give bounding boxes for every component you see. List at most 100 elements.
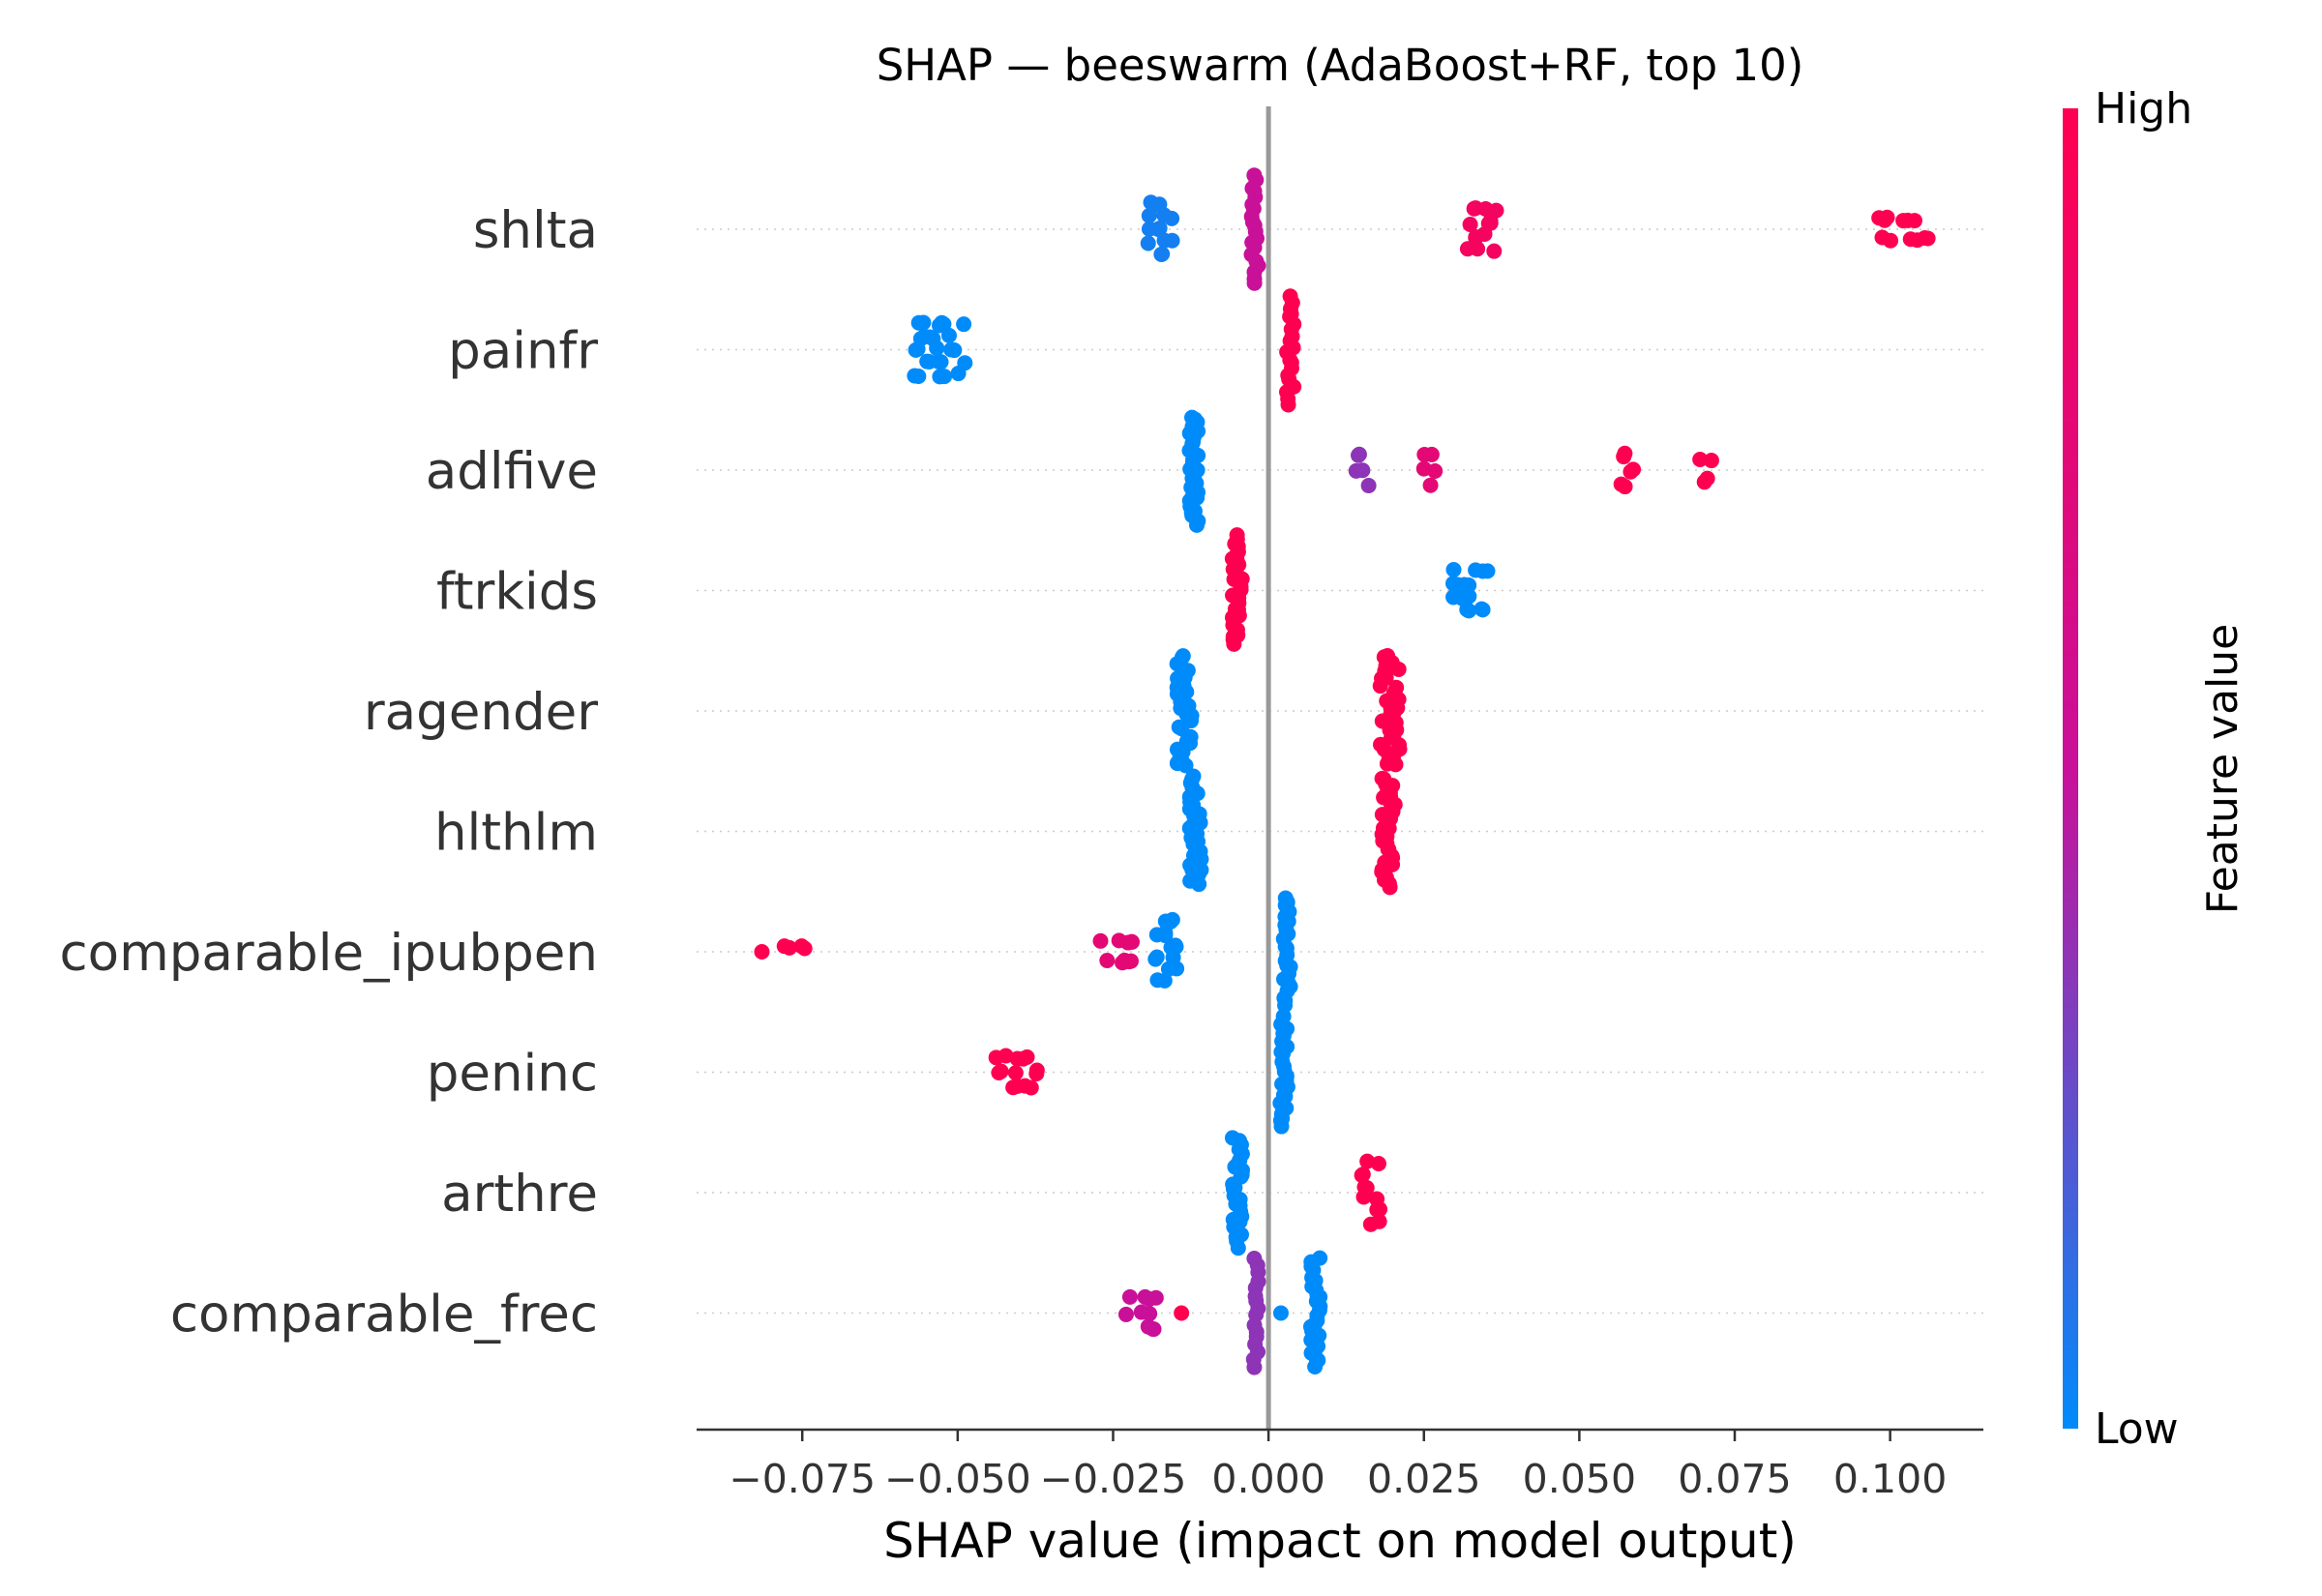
- x-tick-label: 0.075: [1678, 1456, 1791, 1502]
- shap-point: [1121, 1288, 1138, 1305]
- shap-point: [1449, 576, 1466, 593]
- shap-point: [988, 1049, 1004, 1066]
- shap-point: [1899, 212, 1916, 228]
- shap-point: [1879, 209, 1895, 225]
- shap-point: [1874, 229, 1890, 246]
- shap-point: [1307, 1358, 1324, 1374]
- shap-point: [1362, 1216, 1379, 1232]
- colorbar-title: Feature value: [2198, 624, 2248, 914]
- shap-point: [1111, 932, 1127, 949]
- colorbar-gradient: [2063, 108, 2078, 1429]
- feature-label-adlfive: adlfive: [426, 442, 598, 501]
- shap-point: [1017, 1078, 1033, 1094]
- x-tick-label: −0.025: [1040, 1456, 1187, 1502]
- shap-point: [1122, 953, 1139, 969]
- shap-point: [1246, 275, 1263, 291]
- shap-point: [1617, 445, 1633, 461]
- shap-point: [1188, 517, 1205, 533]
- shap-point: [1415, 460, 1432, 477]
- shap-point: [1149, 972, 1166, 989]
- shap-point: [1174, 1305, 1190, 1321]
- shap-point: [1143, 194, 1159, 211]
- shap-point: [1153, 246, 1170, 262]
- feature-label-comparable_ipubpen: comparable_ipubpen: [60, 924, 599, 983]
- shap-point: [956, 316, 972, 333]
- shap-point: [1028, 1066, 1045, 1082]
- shap-point: [1480, 216, 1497, 232]
- shap-point: [1142, 1291, 1158, 1308]
- dots-layer: [754, 167, 1936, 1375]
- shap-point: [1703, 453, 1719, 469]
- shap-point: [776, 938, 792, 955]
- shap-point: [1351, 446, 1367, 462]
- x-tick-label: −0.050: [884, 1456, 1031, 1502]
- x-tick-label: 0.050: [1523, 1456, 1636, 1502]
- shap-point: [943, 341, 960, 358]
- shap-point: [1613, 476, 1629, 492]
- shap-point: [1390, 661, 1407, 677]
- feature-rows: shlta painfr adlfive ftrkids ragender hlthlm c…: [60, 201, 1983, 1345]
- shap-point: [1171, 719, 1187, 735]
- shap-point: [1142, 1306, 1158, 1322]
- x-tick-label: 0.100: [1833, 1456, 1947, 1502]
- shap-point: [1359, 1153, 1376, 1169]
- shap-point: [910, 369, 927, 385]
- feature-label-painfr: painfr: [448, 322, 598, 381]
- colorbar: High Low Feature value: [2063, 84, 2248, 1454]
- shap-point: [1164, 232, 1180, 249]
- shap-point: [754, 944, 770, 960]
- shap-point: [1164, 911, 1180, 928]
- shap-point: [1466, 200, 1482, 217]
- shap-point: [1092, 932, 1109, 949]
- shap-point: [1358, 1179, 1375, 1196]
- shap-point: [1917, 229, 1933, 246]
- shap-point: [1625, 461, 1642, 478]
- shap-point: [1372, 1201, 1388, 1218]
- shap-point: [1477, 200, 1494, 217]
- shap-point: [1280, 397, 1296, 413]
- shap-point: [931, 354, 947, 370]
- x-tick-label: −0.075: [729, 1456, 876, 1502]
- shap-point: [1445, 589, 1462, 606]
- shap-point: [1699, 470, 1715, 487]
- shap-point: [1422, 477, 1439, 493]
- shap-point: [1474, 601, 1490, 617]
- shap-point: [1461, 588, 1477, 605]
- shap-point: [1459, 602, 1475, 618]
- x-axis-label: SHAP value (impact on model output): [883, 1513, 1797, 1569]
- shap-point: [1486, 243, 1503, 259]
- shap-point: [1272, 1305, 1289, 1321]
- shap-point: [1461, 577, 1477, 594]
- shap-point: [1382, 879, 1398, 896]
- shap-point: [1164, 210, 1180, 226]
- shap-point: [1169, 961, 1185, 977]
- colorbar-low-label: Low: [2095, 1404, 2179, 1454]
- feature-label-peninc: peninc: [427, 1045, 598, 1104]
- shap-point: [1273, 1118, 1290, 1135]
- shap-point: [1007, 1065, 1024, 1081]
- shap-point: [1379, 755, 1395, 772]
- shap-point: [912, 331, 929, 347]
- shap-point: [910, 314, 927, 331]
- shap-point: [1246, 1359, 1263, 1375]
- feature-label-ftrkids: ftrkids: [436, 563, 598, 622]
- shap-point: [1462, 217, 1478, 233]
- x-tick-label: 0.025: [1367, 1456, 1480, 1502]
- shap-point: [1226, 635, 1242, 652]
- shap-point: [1019, 1049, 1035, 1065]
- shap-point: [1168, 938, 1184, 955]
- x-axis-ticks: −0.075 −0.050 −0.025 0.000 0.025 0.050 0.075 0.…: [729, 1430, 1947, 1502]
- shap-point: [1140, 235, 1156, 251]
- shap-point: [1378, 669, 1394, 686]
- feature-label-hlthlm: hlthlm: [434, 804, 598, 863]
- shap-point: [1148, 949, 1165, 965]
- colorbar-high-label: High: [2095, 84, 2192, 133]
- shap-point: [1141, 221, 1157, 237]
- shap-point: [1117, 1306, 1134, 1322]
- shap-point: [793, 938, 810, 955]
- shap-point: [936, 316, 952, 333]
- shap-point: [1140, 1318, 1156, 1335]
- shap-point: [1391, 741, 1408, 757]
- feature-label-comparable_frec: comparable_frec: [170, 1286, 598, 1345]
